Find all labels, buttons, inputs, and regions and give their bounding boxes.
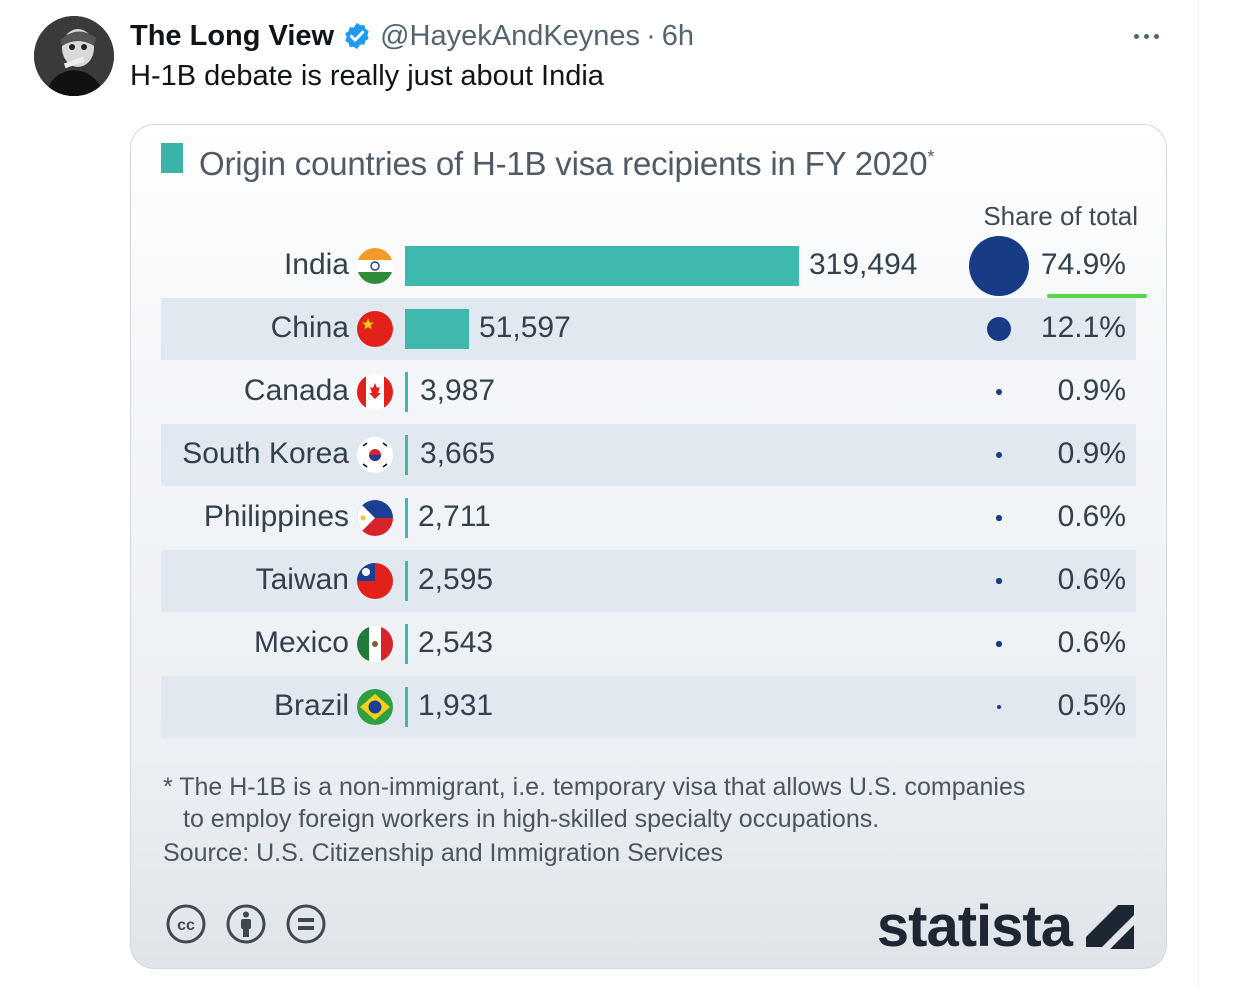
title-accent-bar: [161, 143, 183, 173]
cc-icon: cc: [166, 904, 206, 944]
chart-footnote: * The H-1B is a non-immigrant, i.e. temp…: [163, 771, 1025, 835]
share-dot-india: [969, 236, 1029, 296]
bar-philippines: [405, 498, 408, 538]
share-label-taiwan: 0.6%: [1057, 563, 1126, 596]
chart-source: Source: U.S. Citizenship and Immigration…: [163, 839, 723, 867]
row-band: [161, 676, 1136, 738]
no-derivatives-icon: [286, 904, 326, 944]
share-dot-taiwan: [996, 578, 1002, 584]
verified-badge-icon[interactable]: [342, 21, 372, 51]
value-label-china: 51,597: [479, 311, 571, 344]
value-label-mexico: 2,543: [418, 626, 494, 659]
display-name[interactable]: The Long View: [130, 19, 335, 52]
country-label-taiwan: Taiwan: [255, 563, 349, 596]
share-label-philippines: 0.6%: [1057, 500, 1126, 533]
india-flag-icon: [357, 248, 393, 284]
bar-mexico: [405, 624, 408, 664]
value-label-philippines: 2,711: [418, 500, 491, 533]
share-dot-south-korea: [995, 451, 1003, 459]
canada-flag-icon: [357, 374, 393, 410]
tweet-media-image[interactable]: Origin countries of H-1B visa recipients…: [130, 124, 1167, 969]
share-dot-philippines: [996, 515, 1002, 521]
share-label-china: 12.1%: [1040, 311, 1126, 344]
south-korea-flag-icon: [357, 437, 393, 473]
value-label-taiwan: 2,595: [418, 563, 494, 596]
share-label-brazil: 0.5%: [1057, 689, 1126, 722]
bar-taiwan: [405, 561, 408, 601]
country-label-philippines: Philippines: [203, 500, 349, 533]
bar-brazil: [405, 687, 408, 727]
footnote-line-1: * The H-1B is a non-immigrant, i.e. temp…: [163, 773, 1026, 801]
share-dot-mexico: [996, 641, 1002, 647]
share-label-south-korea: 0.9%: [1057, 437, 1126, 470]
share-of-total-header: Share of total: [983, 201, 1138, 231]
share-dot-canada: [995, 388, 1003, 396]
country-label-china: China: [270, 311, 349, 344]
philippines-flag-icon: [357, 500, 393, 536]
header-separator: ·: [646, 19, 656, 52]
share-label-india: 74.9%: [1040, 248, 1126, 281]
value-label-canada: 3,987: [420, 374, 496, 407]
country-label-mexico: Mexico: [253, 626, 349, 659]
brazil-flag-icon: [357, 689, 393, 725]
title-footnote-mark: *: [927, 147, 935, 167]
value-label-south-korea: 3,665: [420, 437, 496, 470]
tweet-timestamp[interactable]: 6h: [661, 19, 694, 52]
tweet-text: H-1B debate is really just about India: [130, 60, 604, 92]
country-label-brazil: Brazil: [273, 689, 349, 722]
avatar[interactable]: [34, 16, 114, 96]
bar-south-korea: [405, 435, 408, 475]
svg-text:cc: cc: [177, 917, 195, 934]
row-band: [161, 424, 1136, 486]
country-label-canada: Canada: [243, 374, 349, 407]
value-label-india: 319,494: [809, 248, 918, 281]
share-dot-brazil: [996, 704, 1002, 710]
share-highlight-underline: [1047, 294, 1147, 298]
taiwan-flag-icon: [357, 563, 393, 599]
bar-canada: [405, 372, 408, 412]
share-label-canada: 0.9%: [1057, 374, 1126, 407]
country-label-south-korea: South Korea: [182, 437, 349, 470]
bar-india: [405, 246, 799, 286]
bar-china: [405, 309, 469, 349]
country-label-india: India: [283, 248, 349, 281]
tweet-header: The Long View @HayekAndKeynes · 6h: [130, 16, 694, 56]
china-flag-icon: [357, 311, 393, 347]
chart-title: Origin countries of H-1B visa recipients…: [199, 145, 935, 182]
row-band: [161, 298, 1136, 360]
brand-name: statista: [876, 894, 1073, 959]
statista-logo: statista: [877, 893, 1138, 960]
footnote-line-2: to employ foreign workers in high-skille…: [183, 805, 880, 833]
row-band: [161, 550, 1136, 612]
mexico-flag-icon: [357, 626, 393, 662]
timeline-column-border: [1198, 0, 1199, 990]
value-label-brazil: 1,931: [418, 689, 494, 722]
license-icons: cc: [165, 903, 345, 945]
avatar-portrait-icon: [34, 16, 114, 96]
statista-logo-icon: [1086, 904, 1134, 949]
more-options-icon[interactable]: [1128, 22, 1164, 50]
attribution-icon: [226, 904, 266, 944]
user-handle[interactable]: @HayekAndKeynes: [380, 19, 641, 52]
share-dot-china: [986, 316, 1012, 342]
share-label-mexico: 0.6%: [1057, 626, 1126, 659]
